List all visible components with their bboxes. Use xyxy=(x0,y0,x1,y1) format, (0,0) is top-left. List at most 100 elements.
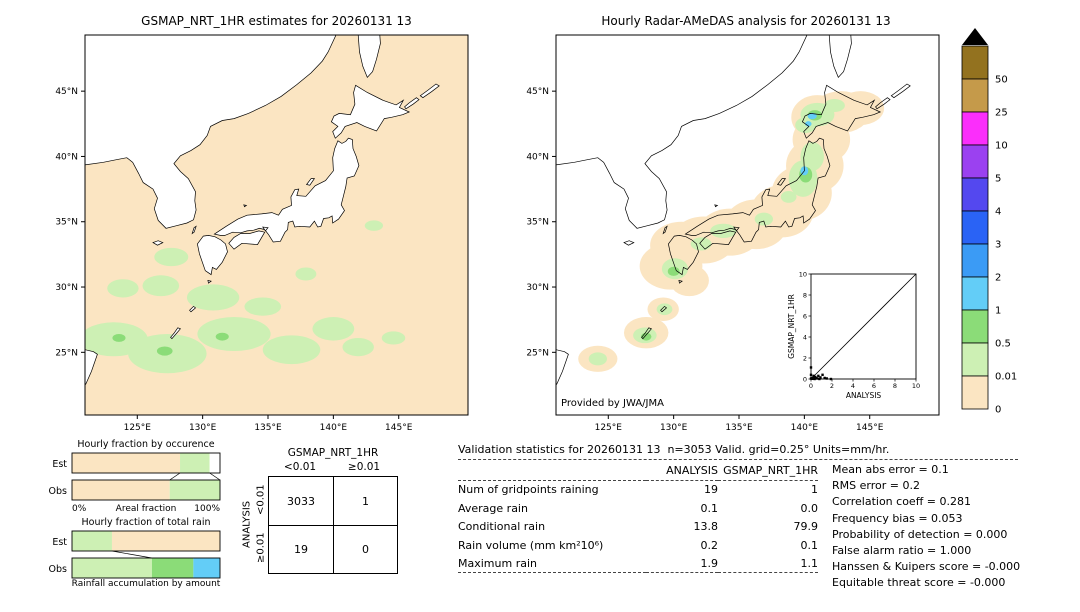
colorbar-segment xyxy=(961,78,989,113)
chart-caption: Rainfall accumulation by amount xyxy=(72,579,221,589)
axis-min-label: 0% xyxy=(72,504,87,514)
rain-area xyxy=(244,297,282,316)
colorbar-segment xyxy=(961,342,989,377)
coastline xyxy=(419,83,440,99)
lat-tick-label: 40°N xyxy=(55,152,78,162)
colorbar-tick-label: 1 xyxy=(995,306,1001,317)
radar-coverage-area xyxy=(837,91,885,126)
colorbar-segment xyxy=(961,276,989,311)
colorbar-tick-label: 3 xyxy=(995,240,1001,251)
stat-row-label: Rain volume (mm km²10⁶) xyxy=(458,538,604,552)
colorbar-tick-label: 2 xyxy=(995,273,1001,284)
rain-area xyxy=(710,223,737,239)
coastline xyxy=(660,305,668,313)
rain-area xyxy=(107,279,139,298)
bar-outline xyxy=(71,452,221,474)
stat-value-analysis: 0.1 xyxy=(700,501,719,515)
coastline xyxy=(828,35,852,79)
column-header-gsmap: GSMAP_NRT_1HR xyxy=(718,462,818,481)
coastline xyxy=(699,230,737,250)
lon-tick-label: 130°E xyxy=(189,423,217,433)
inset-diagonal-line xyxy=(810,273,917,380)
inset-x-tick-label: 8 xyxy=(893,382,897,390)
bar-segment xyxy=(72,480,170,500)
rain-area xyxy=(295,267,317,281)
stat-value-analysis: 19 xyxy=(704,483,718,497)
scatter-point xyxy=(818,377,821,381)
contingency-grid: 3033 1 19 0 xyxy=(268,476,398,574)
scatter-point xyxy=(821,373,824,376)
scatter-point xyxy=(829,377,833,381)
lat-tick-label: 40°N xyxy=(526,152,549,162)
rain-area xyxy=(754,212,773,226)
coastline xyxy=(357,35,381,79)
contingency-row-label: <0.01 xyxy=(255,484,267,516)
contingency-table: ANALYSIS <0.01 ≥0.01 GSMAP_NRT_1HR <0.01… xyxy=(240,446,398,574)
inset-xlabel: ANALYSIS xyxy=(846,391,882,400)
colorbar-segment xyxy=(961,177,989,212)
colorbar-overflow-triangle xyxy=(962,28,988,45)
contingency-row-labels: ANALYSIS <0.01 ≥0.01 xyxy=(240,476,268,572)
bar-segment xyxy=(180,453,210,473)
rain-area xyxy=(142,275,180,297)
contingency-row-group-label: ANALYSIS xyxy=(241,500,253,548)
stat-row-label: Average rain xyxy=(458,501,528,515)
left-map-title: GSMAP_NRT_1HR estimates for 20260131 13 xyxy=(141,14,412,28)
metric-line: Mean abs error = 0.1 xyxy=(832,463,949,476)
metric-line: Equitable threat score = -0.000 xyxy=(832,576,1006,590)
scatter-point xyxy=(825,377,828,380)
column-header-blank xyxy=(458,462,646,481)
stat-value-gsmap: 1 xyxy=(811,483,818,497)
rain-area xyxy=(588,352,607,366)
coastline xyxy=(152,240,164,246)
colorbar-segment xyxy=(961,210,989,245)
lat-tick-label: 35°N xyxy=(526,218,549,228)
lon-tick-label: 135°E xyxy=(254,423,282,433)
coastline xyxy=(641,327,652,340)
bar-category-label: Est xyxy=(52,537,67,548)
colorbar-segment xyxy=(961,111,989,146)
bar-segment xyxy=(169,480,220,500)
rain-area xyxy=(112,334,126,342)
radar-amedas-analysis-map: 125°E 130°E 135°E 140°E 145°E 45°N 40°N 35°N 30°… xyxy=(526,34,940,433)
fraction-chart-title: Hourly fraction by occurence xyxy=(77,439,214,450)
rain-area xyxy=(262,335,321,365)
stat-value-gsmap: 0.0 xyxy=(800,501,819,515)
colorbar-segment xyxy=(961,45,989,80)
inset-x-tick-label: 10 xyxy=(912,382,920,390)
coastline xyxy=(890,83,911,99)
map-layers xyxy=(85,35,468,415)
stat-value-analysis: 0.2 xyxy=(700,538,719,552)
contingency-cell: 1 xyxy=(333,477,397,525)
map-credit-label: Provided by JWA/JMA xyxy=(561,398,664,409)
coastline xyxy=(776,178,787,186)
metric-line: Hanssen & Kuipers score = -0.000 xyxy=(832,560,1021,574)
inset-y-tick-label: 6 xyxy=(803,312,807,320)
coastline xyxy=(330,84,411,139)
colorbar-tick-label: 0 xyxy=(995,405,1001,416)
metric-line: Correlation coeff = 0.281 xyxy=(832,495,971,509)
coastline xyxy=(662,225,668,235)
coastline xyxy=(228,230,266,250)
stat-row-label: Num of gridpoints raining xyxy=(458,483,599,497)
stat-value-analysis: 13.8 xyxy=(693,520,719,534)
bar-category-label: Est xyxy=(52,459,67,470)
coastline xyxy=(207,280,212,284)
lon-tick-label: 125°E xyxy=(595,423,623,433)
bar-segment xyxy=(111,531,220,551)
stat-value-gsmap: 1.1 xyxy=(718,555,818,573)
lat-tick-label: 35°N xyxy=(55,218,78,228)
scatter-point xyxy=(813,377,816,381)
axis-max-label: 100% xyxy=(194,504,220,514)
coastline xyxy=(213,137,360,243)
bar-connector xyxy=(111,550,152,559)
rain-area xyxy=(807,112,817,120)
coastline xyxy=(678,280,683,284)
gsmap-estimates-map: 125°E 130°E 135°E 140°E 145°E 45°N 40°N 35°N 30°… xyxy=(55,34,469,433)
lon-tick-label: 125°E xyxy=(124,423,152,433)
colorbar-tick-label: 4 xyxy=(995,207,1001,218)
metric-line: False alarm ratio = 1.000 xyxy=(832,544,972,558)
coastline xyxy=(875,97,891,110)
coastline xyxy=(404,97,420,110)
